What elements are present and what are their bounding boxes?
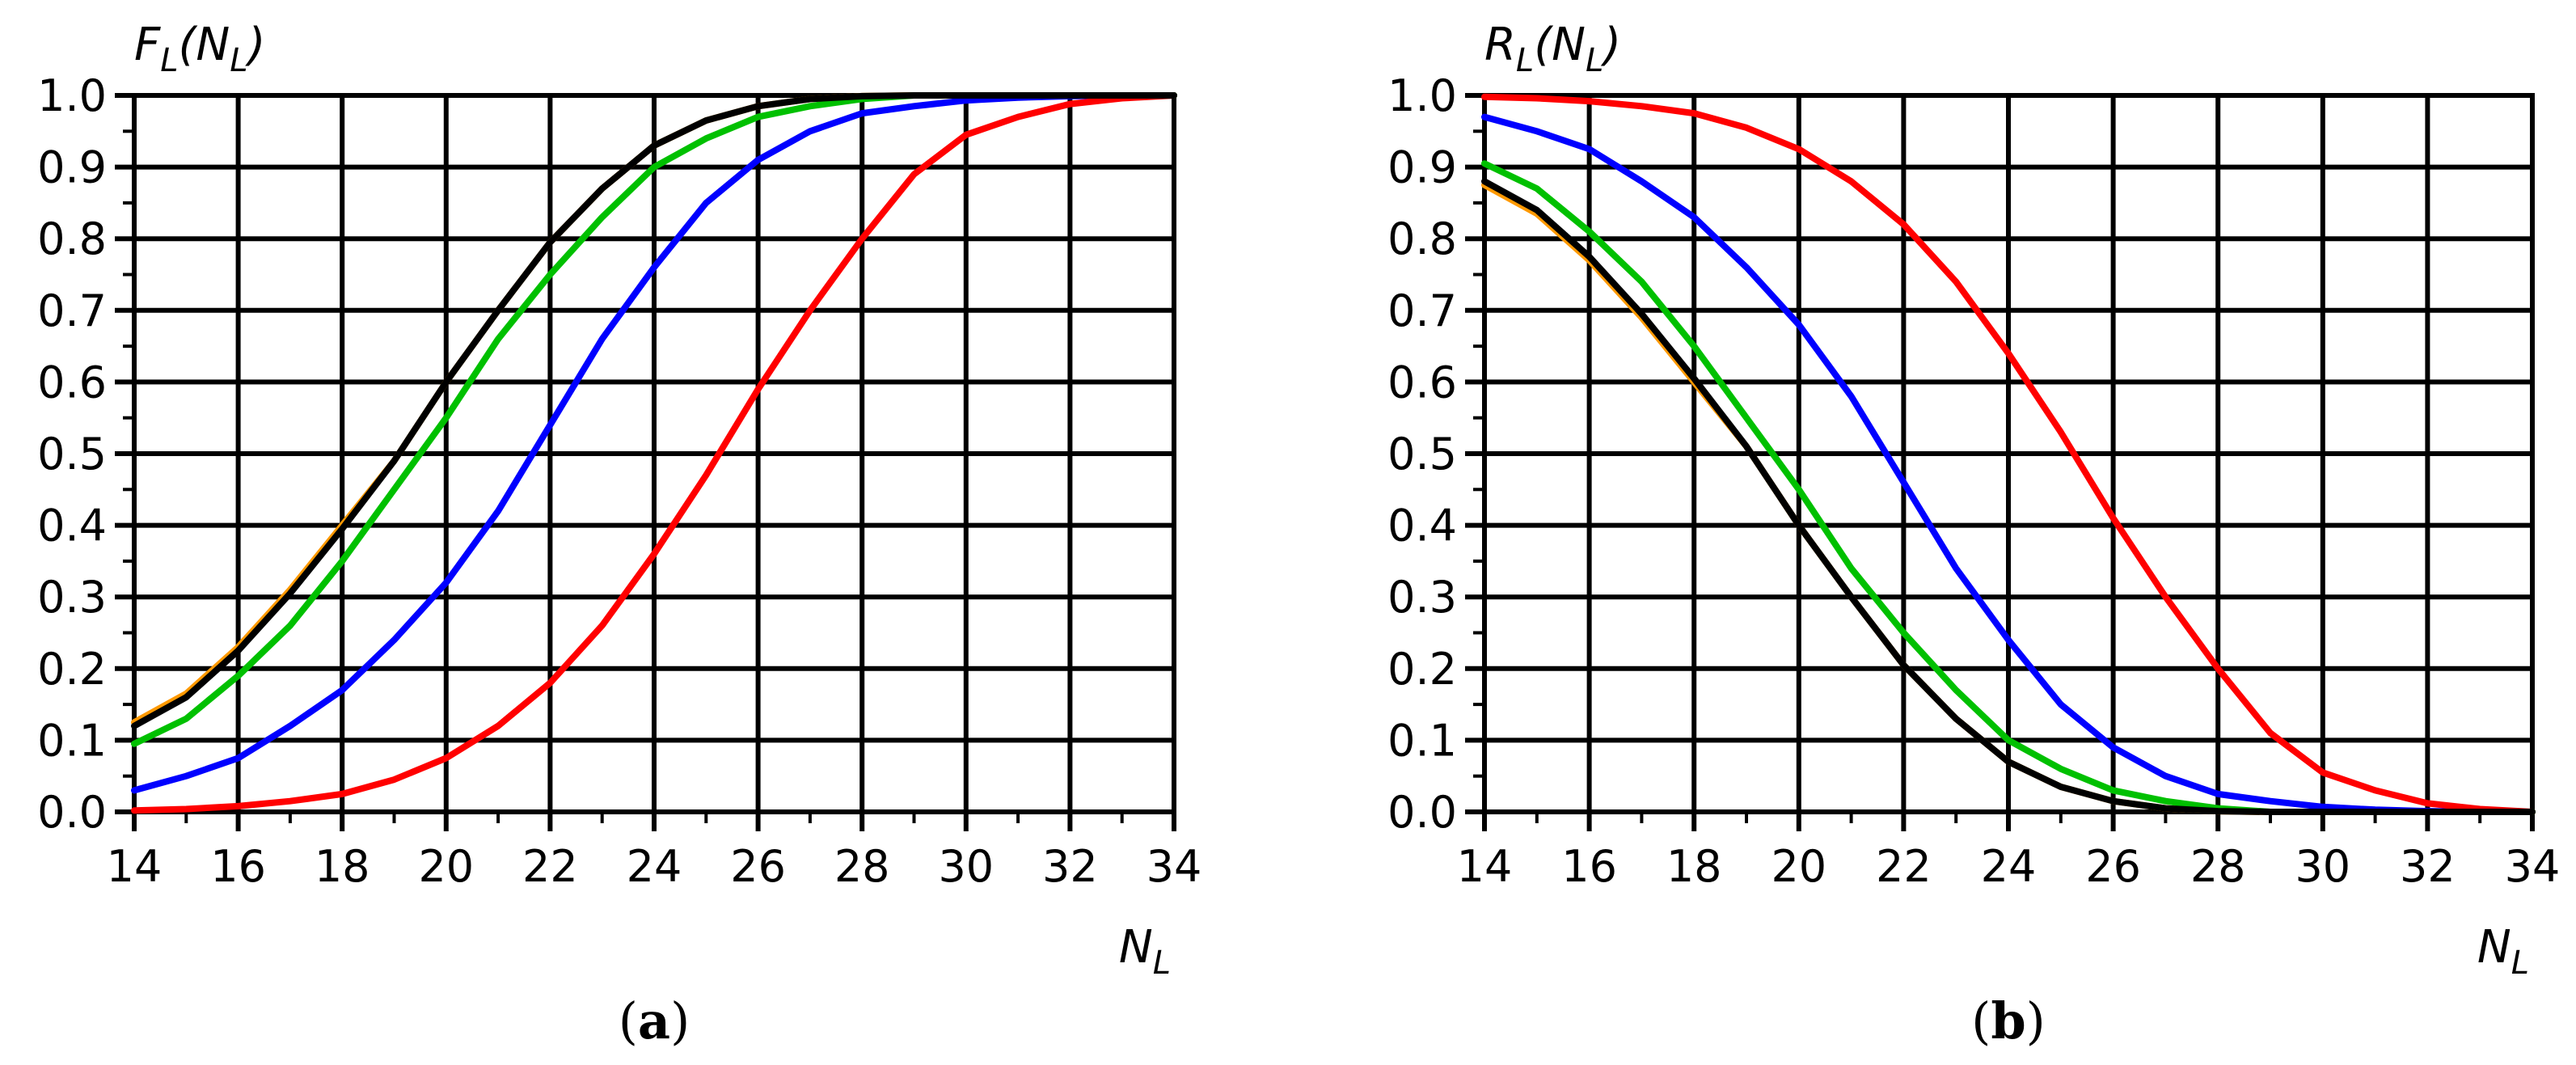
x-tick-label: 30 bbox=[938, 841, 994, 892]
y-tick-label: 0.2 bbox=[37, 644, 107, 695]
y-tick-label: 0.9 bbox=[1387, 142, 1457, 193]
x-tick-label: 18 bbox=[1666, 841, 1722, 892]
x-axis-label: NL bbox=[1119, 921, 1171, 982]
y-axis-label: RL(NL) bbox=[1484, 19, 1621, 79]
x-tick-label: 32 bbox=[2400, 841, 2456, 892]
plot-frame bbox=[1482, 93, 2535, 814]
x-tick-label: 16 bbox=[1561, 841, 1617, 892]
y-tick-label: 0.8 bbox=[1387, 213, 1457, 264]
x-tick-label: 20 bbox=[1771, 841, 1826, 892]
y-tick-label: 0.2 bbox=[1387, 644, 1457, 695]
x-tick-label: 16 bbox=[210, 841, 266, 892]
y-tick-label: 0.5 bbox=[37, 429, 107, 480]
y-tick-label: 0.3 bbox=[1387, 572, 1457, 623]
x-axis-label: NL bbox=[2477, 921, 2529, 982]
y-tick-label: 0.0 bbox=[37, 787, 107, 838]
panel-caption: (a) bbox=[619, 991, 690, 1050]
x-tick-label: 14 bbox=[1457, 841, 1513, 892]
y-tick-label: 1.0 bbox=[1387, 70, 1457, 121]
x-tick-label: 34 bbox=[1147, 841, 1202, 892]
y-tick-label: 0.1 bbox=[37, 715, 107, 766]
panel-caption: (b) bbox=[1971, 991, 2046, 1050]
x-tick-label: 22 bbox=[522, 841, 578, 892]
x-tick-label: 28 bbox=[2190, 841, 2246, 892]
y-axis-label: FL(NL) bbox=[134, 19, 265, 79]
y-tick-label: 0.6 bbox=[1387, 357, 1457, 408]
x-tick-label: 26 bbox=[2085, 841, 2141, 892]
y-tick-label: 0.1 bbox=[1387, 715, 1457, 766]
x-tick-label: 32 bbox=[1042, 841, 1098, 892]
x-tick-label: 30 bbox=[2295, 841, 2350, 892]
x-tick-label: 34 bbox=[2505, 841, 2561, 892]
y-tick-label: 0.6 bbox=[37, 357, 107, 408]
series-line-black bbox=[131, 92, 1177, 729]
x-tick-label: 28 bbox=[834, 841, 890, 892]
x-tick-label: 18 bbox=[315, 841, 370, 892]
x-tick-label: 26 bbox=[730, 841, 786, 892]
plot-frame bbox=[132, 93, 1176, 814]
y-tick-label: 0.0 bbox=[1387, 787, 1457, 838]
series-line-red bbox=[1481, 93, 2536, 815]
panel-a-chart: 0.0 0.1 0.2 0.3 0.4 0.5 0.6 0.7 0.8 0.9 1.0 14 16 18 2… bbox=[37, 19, 1201, 1050]
x-tick-label: 24 bbox=[627, 841, 682, 892]
y-tick-label: 0.9 bbox=[37, 142, 107, 193]
y-tick-label: 0.3 bbox=[37, 572, 107, 623]
y-tick-label: 0.7 bbox=[1387, 285, 1457, 336]
panel-b-chart: 0.0 0.1 0.2 0.3 0.4 0.5 0.6 0.7 0.8 0.9 1.0 14 16 18 2… bbox=[1387, 19, 2560, 1050]
x-tick-label: 22 bbox=[1876, 841, 1932, 892]
y-tick-label: 0.7 bbox=[37, 285, 107, 336]
y-tick-label: 1.0 bbox=[37, 70, 107, 121]
y-tick-label: 0.4 bbox=[37, 501, 107, 552]
y-tick-label: 0.8 bbox=[37, 213, 107, 264]
x-tick-label: 20 bbox=[418, 841, 474, 892]
y-tick-label: 0.4 bbox=[1387, 501, 1457, 552]
x-tick-label: 24 bbox=[1981, 841, 2037, 892]
x-tick-label: 14 bbox=[107, 841, 163, 892]
series-line-red bbox=[131, 92, 1177, 814]
y-tick-label: 0.5 bbox=[1387, 429, 1457, 480]
series-line-black bbox=[1481, 178, 2536, 815]
